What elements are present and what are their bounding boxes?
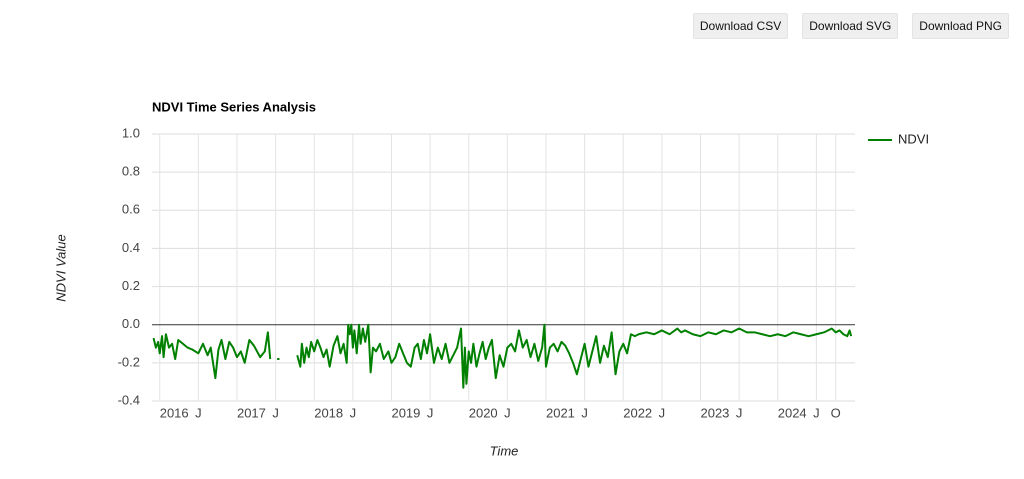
x-tick-label: O (831, 405, 841, 420)
y-tick-label: -0.4 (118, 392, 140, 407)
x-tick-label: J (581, 405, 588, 420)
y-tick-label: 0.6 (122, 202, 140, 217)
x-tick-label: 2023 (700, 405, 729, 420)
x-tick-label: 2016 (160, 405, 189, 420)
x-tick-label: J (504, 405, 511, 420)
y-axis-title: NDVI Value (53, 234, 68, 301)
x-tick-label: 2018 (314, 405, 343, 420)
data-line (152, 323, 853, 389)
y-tick-label: 0.2 (122, 278, 140, 293)
x-tick-label: 2024 (778, 405, 807, 420)
x-tick-label: J (195, 405, 202, 420)
chart-title: NDVI Time Series Analysis (152, 99, 316, 114)
download-png-button[interactable]: Download PNG (912, 13, 1009, 39)
x-tick-label: 2017 (237, 405, 266, 420)
y-tick-label: 0.8 (122, 164, 140, 179)
y-tick-label: -0.2 (118, 354, 140, 369)
x-tick-label: J (272, 405, 279, 420)
x-tick-label: 2020 (469, 405, 498, 420)
x-tick-label: J (736, 405, 743, 420)
x-tick-label: 2021 (546, 405, 575, 420)
x-tick-label: J (427, 405, 434, 420)
y-tick-label: 0.4 (122, 240, 140, 255)
y-tick-label: 1.0 (122, 125, 140, 140)
legend-label: NDVI (898, 131, 929, 146)
x-tick-label: J (813, 405, 820, 420)
x-tick-label: J (659, 405, 666, 420)
x-tick-label: J (350, 405, 357, 420)
download-svg-button[interactable]: Download SVG (802, 13, 899, 39)
x-tick-label: 2019 (391, 405, 420, 420)
download-csv-button[interactable]: Download CSV (692, 13, 789, 39)
y-tick-label: 0.0 (122, 316, 140, 331)
button-bar: Download CSV Download SVG Download PNG (692, 13, 1009, 39)
x-tick-label: 2022 (623, 405, 652, 420)
x-axis-title: Time (490, 443, 519, 458)
